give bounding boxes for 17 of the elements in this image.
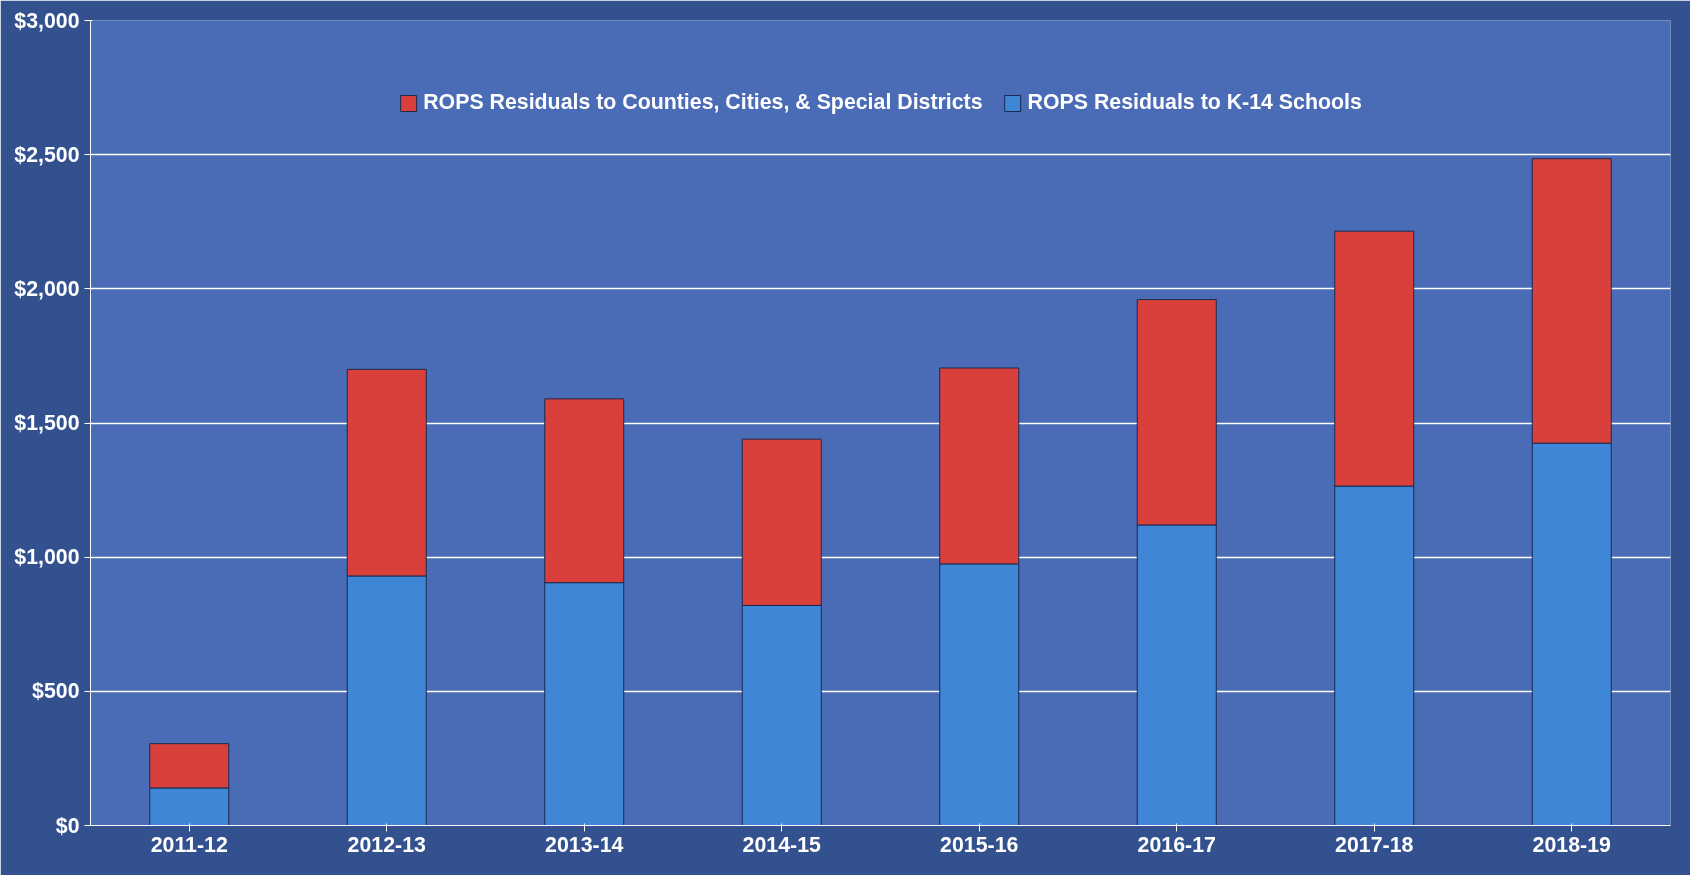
y-tick-label: $1,500 xyxy=(14,411,80,435)
x-tick-label: 2013-14 xyxy=(545,832,624,857)
x-tick-label: 2016-17 xyxy=(1137,832,1216,857)
y-tick-label: $500 xyxy=(32,679,80,704)
legend-label: ROPS Residuals to K-14 Schools xyxy=(1027,90,1362,115)
legend-label: ROPS Residuals to Counties, Cities, & Special Districts xyxy=(423,90,983,115)
x-tick-label: 2012-13 xyxy=(347,832,427,857)
y-tick-label: $2,000 xyxy=(14,276,80,301)
x-tick-label: 2018-19 xyxy=(1532,832,1612,857)
x-tick-label: 2014-15 xyxy=(742,832,822,857)
x-tick-label: 2011-12 xyxy=(150,832,228,857)
x-tick-label: 2015-16 xyxy=(940,832,1019,857)
y-tick-label: $0 xyxy=(55,813,80,838)
x-tick-label: 2017-18 xyxy=(1335,832,1414,857)
y-tick-label: $3,000 xyxy=(14,8,80,33)
y-tick-label: $2,500 xyxy=(14,142,80,167)
y-tick-label: $1,000 xyxy=(14,545,80,570)
